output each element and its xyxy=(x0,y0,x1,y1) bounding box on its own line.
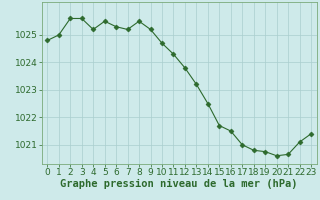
X-axis label: Graphe pression niveau de la mer (hPa): Graphe pression niveau de la mer (hPa) xyxy=(60,179,298,189)
